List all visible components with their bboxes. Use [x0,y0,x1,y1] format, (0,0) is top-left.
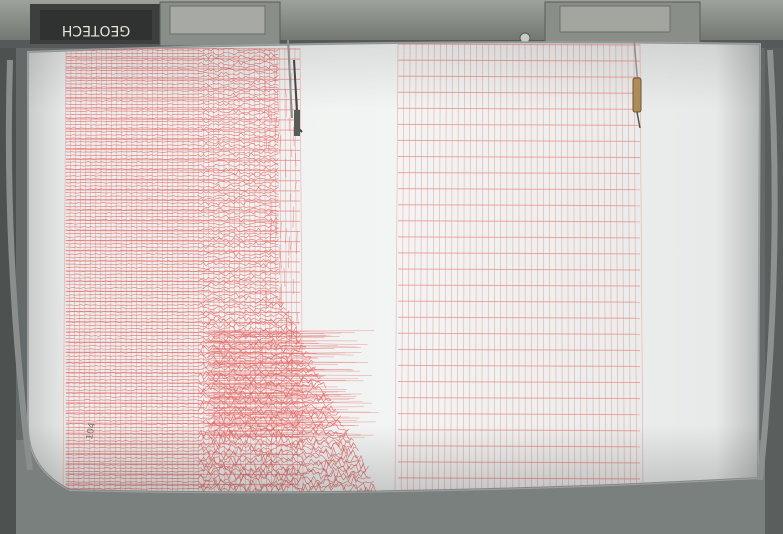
brass-spring [632,77,642,113]
drum-shading [28,42,760,493]
drum-left-edge [5,59,33,471]
left-stylus [287,39,303,136]
label-plate: GEOTECH [40,10,152,40]
label-plate-text: GEOTECH [62,22,130,38]
right-bracket [519,1,701,47]
right-stylus [632,37,642,129]
drum-note: 104 [85,422,98,441]
left-rail [0,0,16,534]
drum-right-edge [757,49,778,481]
left-bracket: GEOTECH [30,1,281,47]
